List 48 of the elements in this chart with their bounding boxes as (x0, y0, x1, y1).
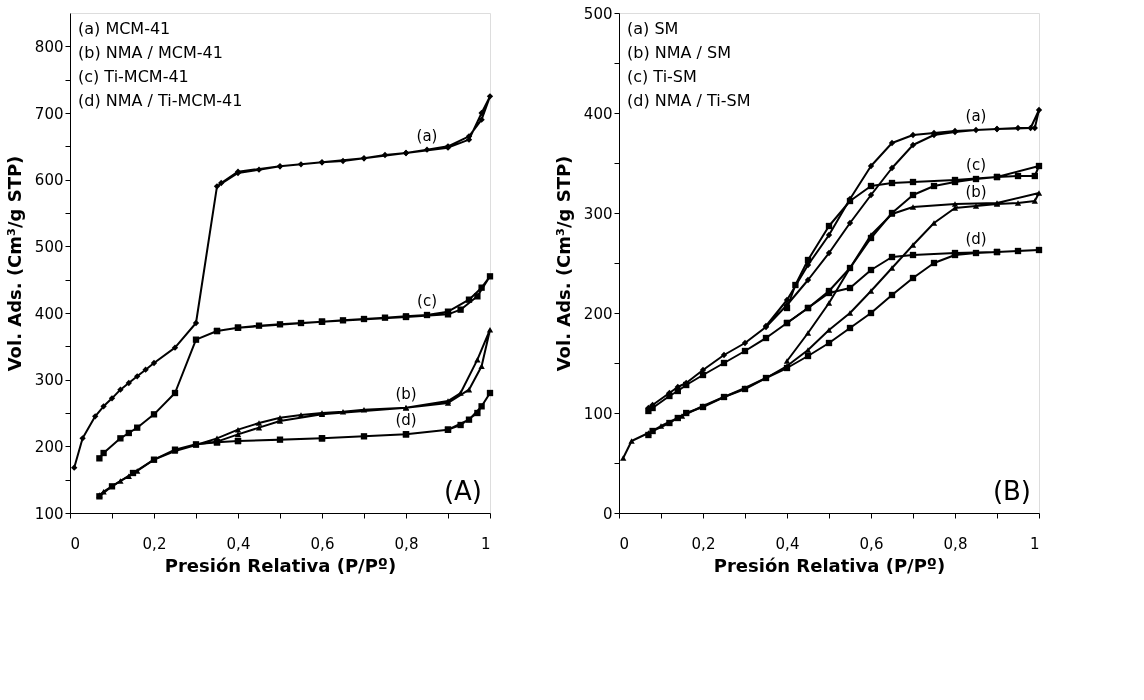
x-tick-label: 1 (1029, 534, 1040, 553)
y-tick-label: 400 (583, 104, 613, 123)
series-label: (b) (395, 384, 417, 403)
x-tick-label: 0,8 (943, 534, 968, 553)
x-tick-label: 0,6 (859, 534, 884, 553)
annotation: (c) Ti-MCM-41 (78, 67, 189, 86)
x-tick-label: 0,4 (775, 534, 800, 553)
annotation: (a) MCM-41 (78, 19, 171, 38)
y-tick-label: 600 (34, 171, 64, 190)
y-tick-label: 300 (34, 371, 64, 390)
x-axis-title: Presión Relativa (P/Pº) (164, 554, 397, 576)
series-label: (a) (965, 107, 987, 125)
series-label: (b) (965, 183, 987, 201)
series-label: (c) (417, 292, 437, 310)
x-tick-label: 0,6 (310, 534, 335, 553)
annotation: (b) NMA / SM (627, 43, 731, 62)
series-label: (d) (395, 411, 417, 430)
y-axis-title: Vol. Ads. (Cm³/g STP) (552, 155, 574, 372)
annotation: (a) SM (627, 19, 679, 38)
y-tick-label: 500 (34, 237, 64, 256)
y-tick-label: 200 (34, 437, 64, 456)
x-axis-title: Presión Relativa (P/Pº) (713, 554, 946, 576)
x-tick-label: 0,2 (691, 534, 716, 553)
y-tick-label: 0 (602, 504, 613, 523)
x-tick-label: 1 (480, 534, 491, 553)
annotation: (d) NMA / Ti-MCM-41 (78, 91, 243, 110)
series-label: (c) (966, 156, 986, 174)
annotation: (b) NMA / MCM-41 (78, 43, 223, 62)
y-tick-label: 500 (583, 4, 613, 23)
series-label: (a) (416, 126, 438, 145)
x-tick-label: 0 (619, 534, 630, 553)
y-tick-label: 800 (34, 37, 64, 56)
annotation: (c) Ti-SM (627, 67, 697, 86)
y-tick-label: 100 (34, 504, 64, 523)
x-tick-label: 0,8 (394, 534, 419, 553)
y-tick-label: 200 (583, 304, 613, 323)
text: (B) (992, 476, 1031, 506)
y-tick-label: 400 (34, 304, 64, 323)
x-tick-label: 0 (70, 534, 81, 553)
y-axis-title: Vol. Ads. (Cm³/g STP) (3, 155, 25, 372)
x-tick-label: 0,4 (226, 534, 251, 553)
annotation: (d) NMA / Ti-SM (627, 91, 751, 110)
series-label: (d) (965, 230, 987, 248)
text: (A) (443, 476, 482, 506)
y-tick-label: 700 (34, 104, 64, 123)
x-tick-label: 0,2 (142, 534, 167, 553)
y-tick-label: 100 (583, 404, 613, 423)
y-tick-label: 300 (583, 204, 613, 223)
